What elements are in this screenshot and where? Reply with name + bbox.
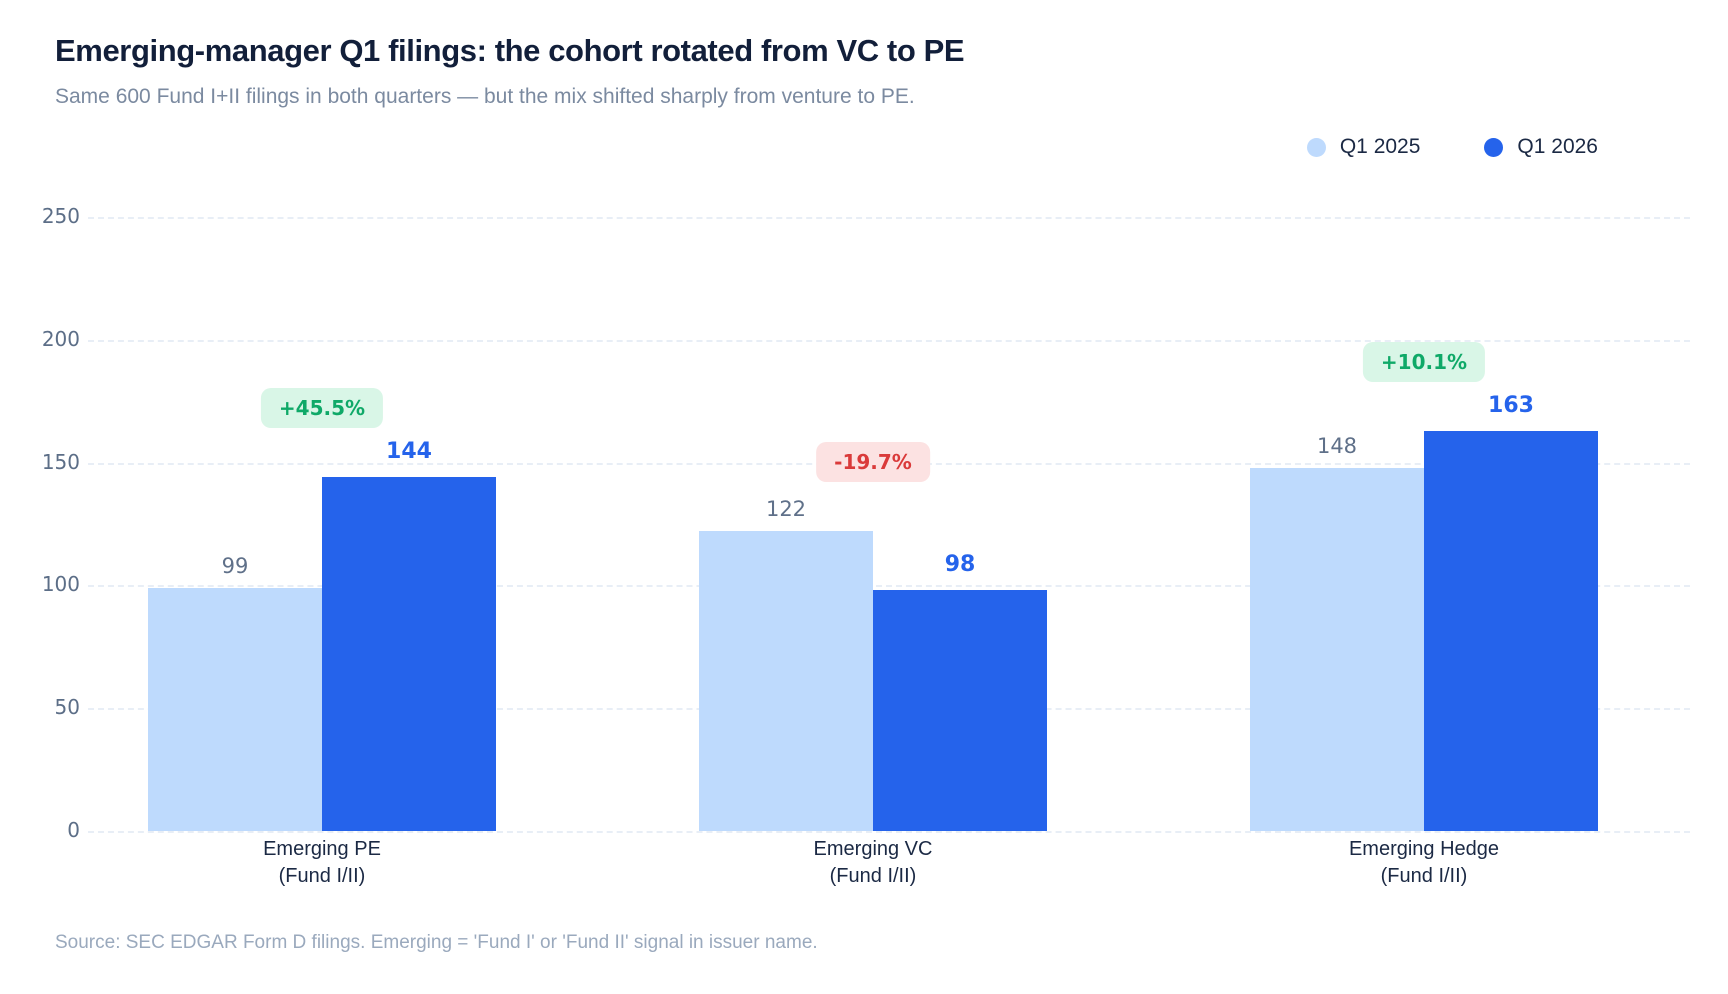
bar-q1-2025-emerging-pe	[148, 587, 322, 831]
y-gridline	[88, 339, 1690, 342]
value-label-q1-2026-emerging-vc: 98	[944, 552, 976, 578]
x-axis-label-emerging-hedge: Emerging Hedge (Fund I/II)	[1349, 836, 1499, 890]
x-axis-label-line: Emerging VC	[813, 838, 933, 860]
x-axis-label-emerging-vc: Emerging VC (Fund I/II)	[814, 836, 933, 890]
x-axis-label-line: (Fund I/II)	[278, 865, 366, 887]
x-axis-label-line: (Fund I/II)	[829, 865, 917, 887]
x-axis-label-line: Emerging Hedge	[1348, 838, 1500, 860]
legend-label: Q1 2025	[1339, 135, 1421, 158]
value-label-q1-2025-emerging-hedge: 148	[1316, 433, 1358, 458]
y-tick-label: 150	[41, 449, 80, 474]
page-title: Emerging-manager Q1 filings: the cohort …	[55, 33, 965, 68]
y-tick-label: 100	[41, 572, 80, 597]
y-tick-label: 250	[41, 204, 80, 228]
y-gridline	[88, 585, 1690, 588]
value-label-q1-2025-emerging-pe: 99	[221, 553, 249, 578]
change-badge-emerging-pe: +45.5%	[260, 388, 384, 429]
y-tick-label: 50	[54, 695, 80, 720]
x-axis-label-line: (Fund I/II)	[1380, 865, 1468, 887]
bar-q1-2025-emerging-hedge	[1250, 467, 1424, 831]
y-tick-label: 0	[67, 818, 80, 842]
y-gridline	[88, 831, 1690, 833]
legend-item-q1-2025: Q1 2025	[1306, 135, 1421, 159]
change-badge-emerging-vc: -19.7%	[816, 442, 930, 483]
legend-label: Q1 2026	[1517, 135, 1598, 158]
y-gridline	[88, 217, 1690, 219]
legend-item-q1-2026: Q1 2026	[1484, 135, 1598, 159]
source-note: Source: SEC EDGAR Form D filings. Emergi…	[55, 932, 818, 953]
bar-q1-2026-emerging-pe	[322, 477, 496, 831]
change-badge-emerging-hedge: +10.1%	[1362, 341, 1486, 382]
y-tick-label: 200	[41, 326, 80, 351]
page-subtitle: Same 600 Fund I+II filings in both quart…	[55, 85, 915, 108]
legend-swatch-icon	[1484, 137, 1504, 157]
value-label-q1-2026-emerging-hedge: 163	[1488, 392, 1534, 418]
bar-q1-2026-emerging-vc	[873, 590, 1047, 831]
value-label-q1-2025-emerging-vc: 122	[765, 497, 807, 522]
x-axis-label-emerging-pe: Emerging PE (Fund I/II)	[263, 836, 381, 890]
bar-q1-2025-emerging-vc	[699, 531, 873, 831]
value-label-q1-2026-emerging-pe: 144	[386, 439, 432, 465]
legend: Q1 2025 Q1 2026	[1306, 135, 1598, 159]
legend-swatch-icon	[1306, 137, 1326, 157]
x-axis-label-line: Emerging PE	[263, 838, 381, 860]
bar-q1-2026-emerging-hedge	[1424, 430, 1598, 831]
